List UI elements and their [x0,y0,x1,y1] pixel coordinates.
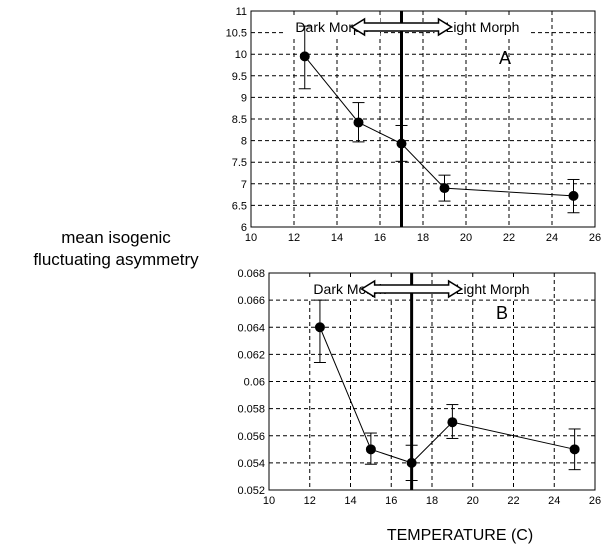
data-point [569,444,580,455]
panel-label: A [499,48,511,68]
y-tick-label: 0.062 [237,349,265,361]
data-point [396,138,407,149]
x-tick-label: 24 [548,495,560,507]
annotation-light-morph: Light Morph [446,19,520,35]
x-tick-label: 14 [331,232,343,244]
y-tick-label: 10 [235,49,247,61]
double-arrow [350,17,453,37]
x-tick-label: 26 [589,232,601,244]
y-axis-label-line-1: mean isogenic [61,228,171,247]
chart-panel-b: 10 12 14 16 18 20 22 24 26 0.052 0.054 0.056 0.058 0.… [237,268,601,507]
annotation-bg-right [444,280,541,299]
y-tick-label: 0.052 [237,485,265,497]
y-tick-label: 0.068 [237,268,265,280]
x-tick-label: 16 [385,495,397,507]
y-tick-label: 0.058 [237,404,265,416]
data-point [353,117,364,128]
double-arrow [360,279,464,299]
y-tick-label: 7.5 [232,157,247,169]
annotation-bg-left [284,18,380,37]
y-tick-label: 6.5 [232,200,247,212]
y-tick-label: 7 [241,179,247,191]
plot-frame [268,272,596,491]
x-tick-label: 20 [460,232,472,244]
y-tick-label: 8 [241,136,247,148]
x-tick-label: 10 [245,232,257,244]
panel-label: B [496,303,508,323]
data-point [439,183,450,194]
x-tick-label: 12 [288,232,300,244]
y-axis-label-line-2: fluctuating asymmetry [33,250,199,269]
y-tick-label: 0.056 [237,431,265,443]
y-tick-label: 0.06 [244,377,265,389]
annotation-dark-morph: Dark Morph [295,19,368,35]
plot-frame [250,10,596,228]
x-tick-label: 22 [503,232,515,244]
y-tick-label: 10.5 [226,28,247,40]
data-point [314,322,325,333]
annotation-light-morph: Light Morph [456,281,530,297]
x-tick-label: 26 [589,495,601,507]
chart-panel-a: 10 12 14 16 18 20 22 24 26 6 6.5 7 7.5 8 8.5 9 9.5 10 10.5… [226,6,602,244]
y-tick-label: 6 [241,222,247,234]
x-tick-label: 24 [546,232,558,244]
y-tick-label: 8.5 [232,114,247,126]
data-point [406,457,417,468]
x-tick-label: 10 [263,495,275,507]
data-point [568,190,579,201]
x-tick-label: 18 [417,232,429,244]
y-tick-label: 0.064 [237,322,265,334]
y-tick-label: 0.054 [237,458,265,470]
x-tick-label: 18 [426,495,438,507]
data-point [299,51,310,62]
y-tick-label: 0.066 [237,295,265,307]
x-tick-label: 22 [507,495,519,507]
x-tick-label: 20 [467,495,479,507]
y-tick-label: 11 [236,6,247,18]
data-point [365,444,376,455]
x-tick-label: 14 [344,495,356,507]
x-axis-label: TEMPERATURE (C) [386,527,534,544]
y-tick-label: 9.5 [232,71,247,83]
annotation-bg-right [434,18,531,37]
data-point [447,417,458,428]
x-tick-label: 12 [304,495,316,507]
y-tick-label: 9 [241,92,247,104]
x-tick-label: 16 [374,232,386,244]
